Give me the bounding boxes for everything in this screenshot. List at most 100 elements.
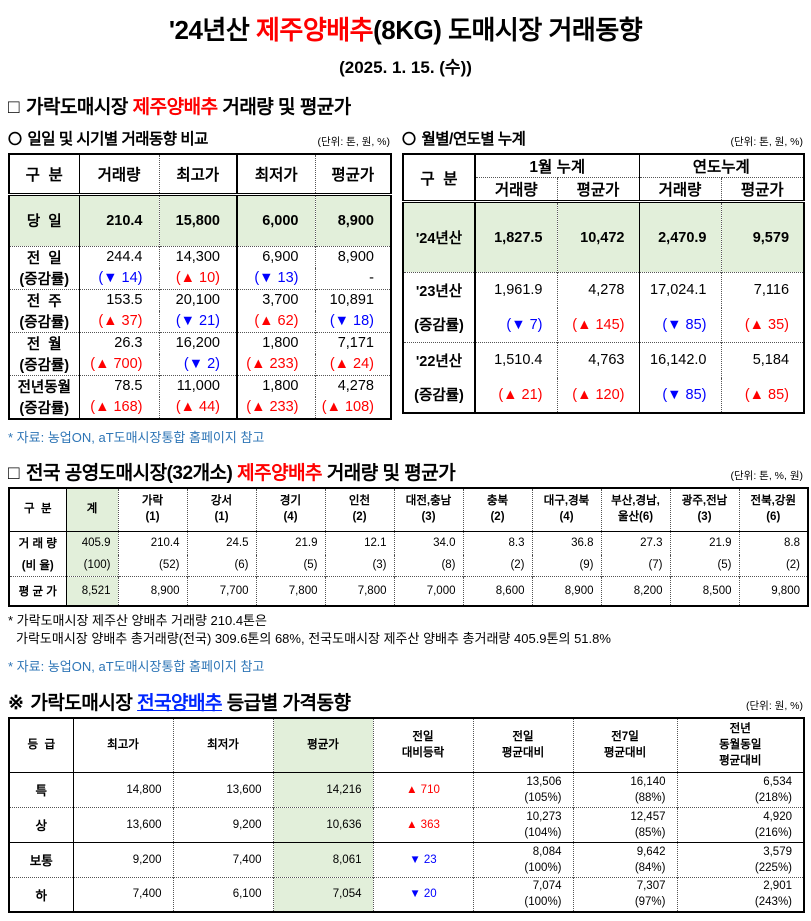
circle-bullet-icon: 〇 (402, 131, 416, 147)
column-header: 최저가 (237, 154, 316, 196)
cumulative-table-column: 〇 월별/연도별 누계 (단위: 톤, 원, %) 구 분 1월 누계 연도누계… (402, 121, 806, 414)
value-cell: 10,636 (273, 806, 374, 843)
table-row: 특 14,800 13,600 14,216 ▲ 710 13,506 (105%) 16,1… (9, 772, 804, 808)
value-cell: 10,273 (104%) (473, 806, 574, 843)
value-cell: 4,278 (315, 374, 391, 397)
cumulative-table-title: 월별/연도별 누계 (421, 131, 526, 148)
value-cell: - (369, 270, 374, 286)
table-row: '23년산 1,961.9 4,278 17,024.1 7,116 (403, 272, 805, 308)
value-cell: (▲ 233) (237, 396, 316, 419)
value-cell: 9,200 (73, 841, 174, 878)
value-cell: (▼ 14) (79, 267, 160, 289)
value-cell: 7,054 (273, 876, 374, 913)
row-label: (증감률) (9, 267, 80, 289)
analysis-note-line2: 가락도매시장 양배추 총거래량(전국) 309.6톤의 68%, 전국도매시장 … (16, 631, 611, 647)
row-label: 거 래 량 (9, 531, 67, 555)
value-cell: 20,100 (159, 288, 238, 311)
column-header: 평균가 (315, 154, 391, 196)
table-row: '24년산 1,827.5 10,472 2,470.9 9,579 (403, 201, 805, 273)
value-cell: 7,171 (315, 331, 391, 354)
value-cell: (52) (118, 554, 188, 577)
value-cell: 4,278 (557, 272, 640, 308)
value-cell: 244.4 (79, 245, 160, 268)
title-prefix: '24년산 (168, 15, 256, 45)
column-header: 전7일 평균대비 (573, 718, 678, 773)
value-cell: 2,470.9 (639, 201, 722, 273)
table-row: 거 래 량 405.9 210.4 24.5 21.9 12.1 34.0 8.3 36.8 27… (9, 531, 808, 555)
row-label: 상 (9, 806, 74, 843)
table-row: 상 13,600 9,200 10,636 ▲ 363 10,273 (104%) 12,45… (9, 806, 804, 843)
column-header: 거래량 (475, 177, 558, 203)
value-cell: 8,084 (100%) (473, 841, 574, 878)
table-row: 하 7,400 6,100 7,054 ▼ 20 7,074 (100%) 7,307 (97%… (9, 876, 804, 913)
header-row: 구 분 계 가락 (1) 강서 (1) 경기 (4) 인천 (2) 대전,충남 (3) 충북 (2) 대구,… (9, 487, 808, 532)
value-cell: (▲ 35) (744, 316, 790, 333)
column-header: 전일 대비등락 (373, 718, 474, 773)
row-label: '24년산 (403, 201, 476, 273)
value-cell: 7,800 (256, 576, 326, 606)
value-cell: (7) (601, 554, 671, 577)
value-cell: 15,800 (159, 194, 238, 246)
value-cell: 4,920 (216%) (677, 806, 804, 843)
table-row: 보통 9,200 7,400 8,061 ▼ 23 8,084 (100%) 9,642 (84… (9, 841, 804, 878)
unit-label: (단위: 원, %) (746, 700, 803, 713)
table-row: (증감률) (▲ 37) (▼ 21) (▲ 62) (▼ 18) (9, 310, 391, 332)
value-cell: ▲ 363 (373, 806, 474, 843)
value-cell: (6) (187, 554, 257, 577)
circle-bullet-icon: 〇 (8, 131, 22, 147)
value-cell: 1,800 (237, 331, 316, 354)
row-label: 보통 (9, 841, 74, 878)
table-row: 전 주 153.5 20,100 3,700 10,891 (9, 288, 391, 311)
table-row: 평 균 가 8,521 8,900 7,700 7,800 7,800 7,000 8,600… (9, 576, 808, 606)
value-cell: 2,901 (243%) (677, 876, 804, 913)
value-cell: 34.0 (394, 531, 464, 555)
column-header: 대전,충남 (3) (394, 487, 464, 532)
cumulative-table-subheader: 〇 월별/연도별 누계 (단위: 톤, 원, %) (402, 127, 803, 149)
row-label: 전 주 (9, 288, 80, 311)
value-cell: 1,827.5 (475, 201, 558, 273)
value-cell: 9,200 (173, 806, 274, 843)
table-row: 전년동월 78.5 11,000 1,800 4,278 (9, 374, 391, 397)
value-cell: (▲ 44) (159, 396, 238, 419)
value-cell: 153.5 (79, 288, 160, 311)
value-cell: 36.8 (532, 531, 602, 555)
value-cell: 4,763 (557, 342, 640, 378)
column-header: 평균가 (721, 177, 805, 203)
section1-title: 가락도매시장 제주양배추 거래량 및 평균가 (25, 97, 351, 118)
square-bullet-icon: □ (8, 97, 19, 118)
value-cell: 210.4 (118, 531, 188, 555)
value-cell: 8,200 (601, 576, 671, 606)
column-header: 광주,전남 (3) (670, 487, 740, 532)
unit-label: (단위: 톤, 원, %) (317, 136, 390, 148)
column-header: 충북 (2) (463, 487, 533, 532)
value-cell: (100) (66, 554, 119, 577)
value-cell: (▲ 21) (475, 377, 558, 413)
row-label: 전 일 (9, 245, 80, 268)
nationwide-cabbage-link[interactable]: 전국양배추 (137, 693, 222, 715)
value-cell: 6,000 (237, 194, 316, 246)
value-cell: 5,184 (721, 342, 805, 378)
value-cell: 9,800 (739, 576, 808, 606)
page-title: '24년산 제주양배추(8KG) 도매시장 거래동향 (8, 10, 803, 47)
header-group-row: 구 분 1월 누계 연도누계 (403, 154, 805, 203)
value-cell: 11,000 (159, 374, 238, 397)
value-cell: 27.3 (601, 531, 671, 555)
section2-header: □ 전국 공영도매시장(32개소) 제주양배추 거래량 및 평균가 (단위: 톤… (8, 458, 803, 485)
table-row: '22년산 1,510.4 4,763 16,142.0 5,184 (403, 342, 805, 378)
column-group-header: 1월 누계 (475, 154, 640, 178)
value-cell: ▼ 20 (373, 876, 474, 913)
column-header: 최고가 (73, 718, 174, 773)
value-cell: 78.5 (79, 374, 160, 397)
value-cell: 8,900 (337, 212, 374, 229)
value-cell: 13,600 (173, 772, 274, 808)
document-date: (2025. 1. 15. (수)) (339, 58, 472, 77)
value-cell: (▲ 145) (557, 307, 640, 343)
row-label: 전년동월 (9, 374, 80, 397)
value-cell: 8,061 (273, 841, 374, 878)
column-header: 강서 (1) (187, 487, 257, 532)
value-cell: 12,457 (85%) (573, 806, 678, 843)
table-row: (증감률) (▲ 700) (▼ 2) (▲ 233) (▲ 24) (9, 353, 391, 375)
value-cell: 10,472 (557, 201, 640, 273)
section1-header: □ 가락도매시장 제주양배추 거래량 및 평균가 (8, 92, 803, 119)
